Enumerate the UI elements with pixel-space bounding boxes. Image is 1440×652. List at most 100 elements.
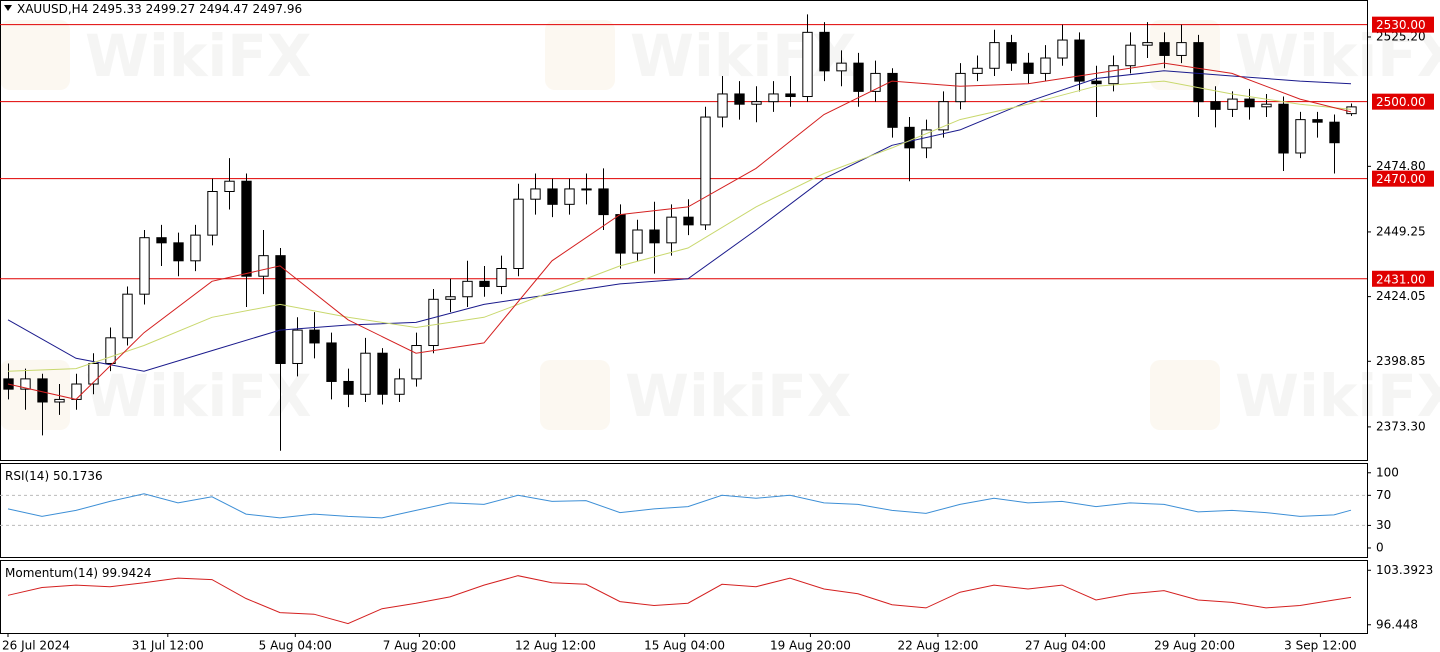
candle-body [173,242,184,262]
x-tick-label: 27 Aug 04:00 [1025,639,1106,652]
level-label-box [1372,16,1434,33]
candle-body [564,188,575,205]
candle-body [360,352,371,395]
header: XAUUSD,H4 2495.33 2499.27 2494.47 2497.9… [17,2,302,16]
candle-body [309,329,320,344]
candle-body [768,93,779,103]
candle-body [751,101,762,105]
x-tick-label: 7 Aug 20:00 [383,639,456,652]
candle-body [105,337,116,364]
candle-body [530,188,541,200]
candle-body [1312,119,1323,123]
candle-body [1278,103,1289,154]
candle-body [734,93,745,105]
level-label-box [1372,170,1434,187]
x-tick-label: 15 Aug 04:00 [644,639,725,652]
level-label: 2470.00 [1376,172,1426,186]
candle-body [20,378,31,390]
candle-body [1295,119,1306,154]
candle-body [1244,98,1255,108]
candle-body [241,180,252,277]
watermark: WikiFX [1235,362,1440,430]
candle-body [394,378,405,395]
panel-frame [0,0,1368,461]
indicator-title: RSI(14) 50.1736 [5,469,103,483]
candle-body [1261,103,1272,108]
level-label: 2530.00 [1376,18,1426,32]
candle-body [819,31,830,72]
indicator-line [7,70,1352,372]
candle-body [326,342,337,382]
indicator-line [7,80,1352,372]
y-tick-label: 100 [1376,465,1399,479]
candle-body [1142,42,1153,46]
candle-body [649,229,660,244]
candle-body [292,329,303,364]
y-tick-label: 0 [1376,540,1384,554]
indicator-line [7,62,1352,400]
ohlc-value: 2495.33 [92,2,142,16]
watermark-icon [0,360,70,430]
level-label: 2500.00 [1376,95,1426,109]
ohlc-value: 2499.27 [146,2,196,16]
watermark: WikiFX [85,22,312,90]
candle-body [1006,42,1017,64]
candle-body [785,93,796,98]
watermark: WikiFX [85,362,312,430]
candle-body [156,237,167,244]
candle-body [207,190,218,236]
y-tick-label: 70 [1376,488,1391,502]
level-label-box [1372,93,1434,110]
candle-body [1210,101,1221,110]
candle-body [853,62,864,92]
y-tick-label: 96.448 [1376,617,1418,631]
panel-frame [0,463,1368,558]
candle-body [1074,39,1085,82]
candle-body [1091,80,1102,85]
y-tick-label: 2373.30 [1376,419,1426,433]
y-tick-label: 2449.25 [1376,224,1426,238]
indicator-title: Momentum(14) 99.9424 [5,566,151,580]
candle-body [1159,42,1170,56]
indicator-line [7,493,1352,519]
panel-frame [0,560,1368,634]
candle-body [1176,42,1187,56]
y-tick-label: 2525.20 [1376,29,1426,43]
y-tick-label: 2398.85 [1376,354,1426,368]
y-tick-label: 2474.80 [1376,159,1426,173]
candle-body [615,214,626,254]
candle-body [700,116,711,226]
candle-body [581,188,592,191]
indicator-value: 50.1736 [53,469,103,483]
watermark-icon [0,20,70,90]
candle-body [1125,44,1136,67]
candle-body [887,72,898,128]
candle-body [37,378,48,403]
candle-body [547,188,558,205]
indicator-line [7,575,1352,625]
watermark-icon [540,360,610,430]
candle-body [717,93,728,118]
candle-body [1193,42,1204,103]
candle-body [955,72,966,103]
candle-body [666,216,677,244]
watermark-icon [1150,360,1220,430]
candle-body [1108,65,1119,85]
indicator-name: RSI(14) [5,469,49,483]
candle-body [989,42,1000,69]
candle-body [496,268,507,287]
candle-body [377,352,388,395]
candle-body [1023,62,1034,74]
candle-body [513,198,524,270]
candle-body [224,180,235,192]
candle-body [343,380,354,395]
candle-body [275,255,286,364]
watermark-icon [545,20,615,90]
level-label-box [1372,270,1434,287]
candle-body [1057,39,1068,59]
candle-body [71,383,82,400]
candle-body [445,296,456,300]
y-tick-label: 30 [1376,518,1391,532]
candle-body [428,298,439,347]
